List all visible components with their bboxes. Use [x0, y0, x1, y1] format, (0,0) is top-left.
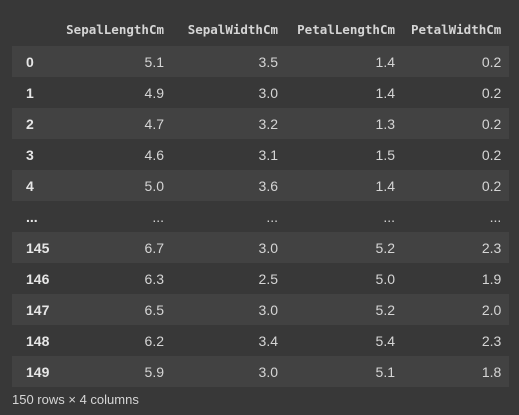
table-cell: 4.7: [144, 115, 164, 132]
table-cell: 6.5: [144, 301, 164, 318]
table-cell: 0.2: [481, 177, 502, 194]
table-row: 4 5.0 3.6 1.4 0.2: [12, 170, 510, 201]
table-cell: 3.0: [258, 363, 278, 380]
dataframe-table: SepalLengthCm SepalWidthCm PetalLengthCm…: [12, 12, 510, 387]
table-cell: 3.5: [258, 53, 278, 70]
row-index: 0: [26, 53, 34, 70]
table-cell: 6.2: [144, 332, 164, 349]
table-cell: 4.9: [144, 84, 164, 101]
row-index: 145: [26, 239, 50, 256]
table-cell: 0.2: [481, 84, 502, 101]
row-index: 1: [26, 84, 34, 101]
row-index: 147: [26, 301, 50, 318]
table-cell: 3.0: [258, 239, 278, 256]
table-row: 147 6.5 3.0 5.2 2.0: [12, 294, 510, 325]
table-cell: 5.0: [375, 270, 395, 287]
table-cell: 2.0: [481, 301, 502, 318]
ellipsis-row: ... ... ... ... ...: [12, 201, 510, 232]
table-cell: ...: [266, 208, 278, 225]
row-index: 148: [26, 332, 50, 349]
row-index: 2: [26, 115, 34, 132]
table-cell: 5.1: [375, 363, 395, 380]
table-cell: 5.2: [375, 239, 395, 256]
row-index: 3: [26, 146, 34, 163]
table-row: 149 5.9 3.0 5.1 1.8: [12, 356, 510, 387]
table-cell: 1.4: [375, 84, 395, 101]
table-cell: ...: [152, 208, 164, 225]
table-cell: 3.4: [258, 332, 278, 349]
table-cell: 3.2: [258, 115, 278, 132]
table-cell: 2.3: [481, 332, 502, 349]
index-header: [12, 12, 58, 46]
column-header-petal-length: PetalLengthCm: [297, 21, 395, 37]
table-cell: 5.9: [144, 363, 164, 380]
table-cell: 3.6: [258, 177, 278, 194]
table-cell: 3.1: [258, 146, 278, 163]
table-cell: 5.1: [144, 53, 164, 70]
table-cell: 2.5: [258, 270, 278, 287]
table-row: 3 4.6 3.1 1.5 0.2: [12, 139, 510, 170]
table-header: SepalLengthCm SepalWidthCm PetalLengthCm…: [12, 12, 509, 46]
table-row: 0 5.1 3.5 1.4 0.2: [12, 46, 510, 77]
table-cell: 1.9: [481, 270, 502, 287]
table-cell: 6.7: [144, 239, 164, 256]
table-cell: 1.8: [481, 363, 502, 380]
table-row: 148 6.2 3.4 5.4 2.3: [12, 325, 510, 356]
table-cell: 5.4: [375, 332, 395, 349]
column-header-sepal-length: SepalLengthCm: [66, 21, 164, 37]
dataframe-shape-summary: 150 rows × 4 columns: [12, 392, 139, 407]
table-cell: ...: [489, 208, 502, 225]
column-header-petal-width: PetalWidthCm: [411, 21, 502, 37]
table-cell: 2.3: [481, 239, 502, 256]
row-index: ...: [26, 208, 38, 225]
table-row: 146 6.3 2.5 5.0 1.9: [12, 263, 510, 294]
table-cell: 5.0: [144, 177, 164, 194]
table-body: 0 5.1 3.5 1.4 0.2 1 4.9 3.0 1.4 0.2 2 4.…: [12, 46, 510, 387]
table-cell: 6.3: [144, 270, 164, 287]
row-index: 146: [26, 270, 50, 287]
table-cell: 4.6: [144, 146, 164, 163]
table-cell: 1.5: [375, 146, 395, 163]
table-cell: 3.0: [258, 301, 278, 318]
table-cell: ...: [383, 208, 395, 225]
table-cell: 5.2: [375, 301, 395, 318]
table-cell: 0.2: [481, 115, 502, 132]
table-cell: 1.4: [375, 53, 395, 70]
table-row: 2 4.7 3.2 1.3 0.2: [12, 108, 510, 139]
header-row: SepalLengthCm SepalWidthCm PetalLengthCm…: [12, 12, 509, 46]
column-header-sepal-width: SepalWidthCm: [187, 21, 278, 37]
table-row: 1 4.9 3.0 1.4 0.2: [12, 77, 510, 108]
table-cell: 0.2: [481, 146, 502, 163]
table-cell: 1.4: [375, 177, 395, 194]
table-cell: 3.0: [258, 84, 278, 101]
table-row: 145 6.7 3.0 5.2 2.3: [12, 232, 510, 263]
row-index: 4: [26, 177, 34, 194]
row-index: 149: [26, 363, 50, 380]
table-cell: 1.3: [375, 115, 395, 132]
table-cell: 0.2: [481, 53, 502, 70]
